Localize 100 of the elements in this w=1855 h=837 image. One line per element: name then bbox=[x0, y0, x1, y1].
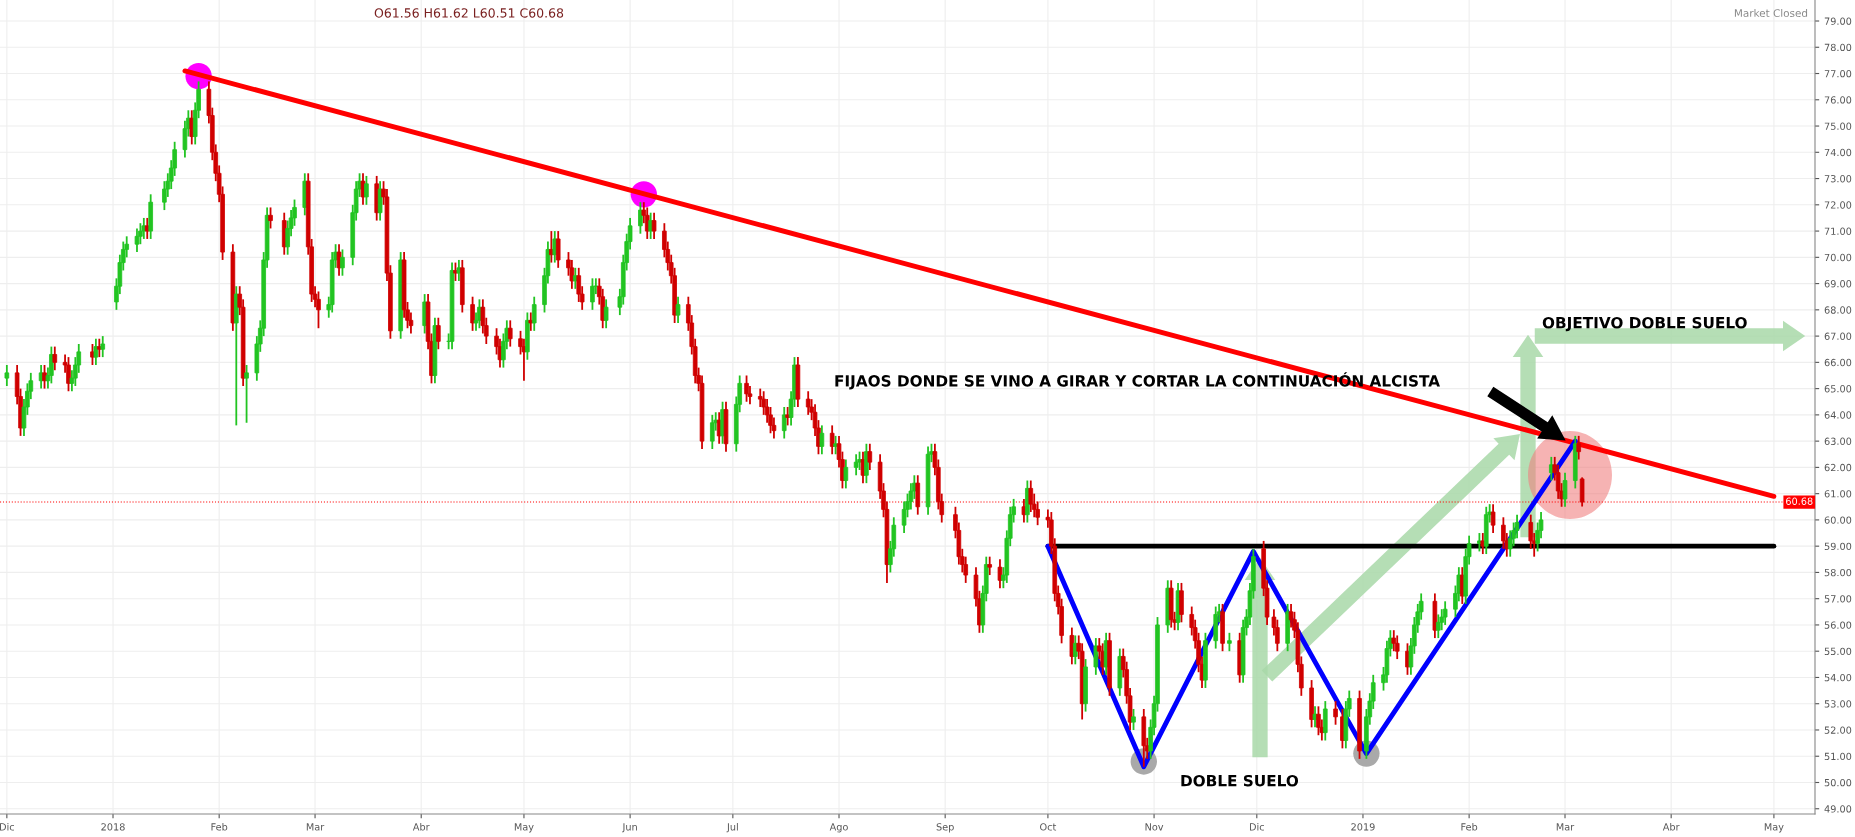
candlestick bbox=[66, 356, 71, 393]
x-tick-label: Mar bbox=[1556, 823, 1575, 831]
y-tick-label: 79.00 bbox=[1824, 17, 1852, 25]
x-tick-label: Ago bbox=[829, 823, 848, 833]
annotation: O61.56 H61.62 L60.51 C60.68 bbox=[374, 8, 564, 18]
candlestick bbox=[987, 555, 992, 576]
y-tick-label: 57.00 bbox=[1824, 595, 1852, 603]
annotation: DOBLE SUELO bbox=[1181, 774, 1299, 787]
candlestick bbox=[316, 290, 321, 330]
candlestick bbox=[555, 230, 561, 269]
candlestick bbox=[528, 311, 534, 332]
candlestick bbox=[648, 211, 653, 240]
candlestick bbox=[603, 298, 609, 330]
candlestick bbox=[785, 406, 790, 427]
x-tick-label: 2018 bbox=[101, 823, 125, 831]
candlestick bbox=[470, 295, 475, 332]
annotation: Market Closed bbox=[1734, 8, 1808, 18]
x-tick-label: Jun bbox=[622, 823, 637, 833]
y-tick-label: 59.00 bbox=[1824, 542, 1852, 550]
candlestick bbox=[867, 442, 873, 471]
candlestick bbox=[1333, 700, 1338, 726]
candlestick bbox=[1179, 582, 1184, 624]
candlestick bbox=[1394, 634, 1400, 660]
y-tick-label: 76.00 bbox=[1824, 96, 1852, 104]
x-tick-label: Feb bbox=[1461, 823, 1478, 831]
candlestick bbox=[1442, 600, 1448, 626]
y-tick-label: 74.00 bbox=[1824, 148, 1852, 157]
x-tick-label: Nov bbox=[1145, 823, 1164, 831]
x-tick-label: Dic bbox=[1249, 823, 1264, 831]
candlestick bbox=[1316, 705, 1321, 737]
y-tick-label: 53.00 bbox=[1824, 700, 1852, 708]
x-tick-label: May bbox=[1764, 823, 1784, 833]
candlestick bbox=[4, 364, 10, 387]
candlestick bbox=[590, 277, 595, 311]
candlestick bbox=[268, 206, 273, 230]
x-tick-label: Jul bbox=[726, 823, 738, 833]
annotation: OBJETIVO DOBLE SUELO bbox=[1542, 316, 1747, 332]
x-tick-label: Sep bbox=[936, 823, 954, 833]
y-tick-label: 64.00 bbox=[1824, 411, 1852, 419]
y-tick-label: 56.00 bbox=[1824, 621, 1852, 629]
y-tick-label: 71.00 bbox=[1824, 227, 1852, 235]
y-tick-label: 78.00 bbox=[1824, 43, 1852, 52]
candlestick bbox=[436, 316, 441, 351]
y-tick-label: 61.00 bbox=[1824, 490, 1852, 498]
candlestick bbox=[675, 295, 681, 324]
candlestick bbox=[805, 390, 811, 416]
candlestick bbox=[864, 442, 869, 485]
y-tick-label: 68.00 bbox=[1824, 306, 1852, 314]
candlestick bbox=[134, 227, 140, 253]
y-tick-label: 63.00 bbox=[1824, 437, 1852, 445]
y-tick-label: 54.00 bbox=[1824, 673, 1852, 682]
y-tick-label: 72.00 bbox=[1824, 201, 1852, 209]
y-tick-label: 69.00 bbox=[1824, 280, 1852, 288]
y-tick-label: 51.00 bbox=[1824, 752, 1852, 761]
candlestick bbox=[1227, 631, 1232, 653]
candlestick bbox=[853, 453, 859, 477]
candlestick bbox=[1028, 479, 1034, 513]
x-tick-label: May bbox=[514, 823, 534, 833]
candlestick bbox=[1021, 497, 1027, 524]
x-tick-label: Feb bbox=[211, 823, 228, 831]
candlestick bbox=[781, 406, 787, 440]
y-tick-label: 55.00 bbox=[1824, 647, 1852, 656]
x-tick-label: 2019 bbox=[1351, 823, 1375, 831]
y-tick-label: 77.00 bbox=[1824, 70, 1852, 78]
x-tick-label: Dic bbox=[0, 823, 15, 831]
candlestick bbox=[915, 474, 921, 516]
candlestick bbox=[49, 345, 54, 385]
ref-line-label: 60.68 bbox=[1786, 497, 1813, 505]
candlestick bbox=[340, 248, 345, 277]
y-tick-label: 65.00 bbox=[1824, 385, 1852, 393]
x-tick-label: Abr bbox=[1662, 823, 1680, 831]
x-tick-label: Mar bbox=[306, 823, 325, 831]
y-tick-label: 62.00 bbox=[1824, 463, 1852, 472]
candlestick bbox=[244, 364, 249, 424]
y-tick-label: 66.00 bbox=[1824, 358, 1852, 367]
y-tick-label: 52.00 bbox=[1824, 726, 1852, 734]
y-tick-label: 58.00 bbox=[1824, 568, 1852, 577]
y-tick-label: 70.00 bbox=[1824, 253, 1852, 262]
y-tick-label: 50.00 bbox=[1824, 778, 1852, 787]
candlestick bbox=[1131, 708, 1136, 731]
candlestick bbox=[1579, 476, 1585, 508]
candlestick bbox=[364, 175, 369, 206]
candlestick bbox=[638, 201, 643, 235]
candlestick bbox=[100, 335, 106, 359]
candlestick bbox=[1576, 434, 1582, 461]
y-tick-label: 75.00 bbox=[1824, 122, 1852, 130]
candlestick bbox=[710, 413, 715, 450]
x-tick-label: Abr bbox=[412, 823, 430, 831]
y-tick-label: 49.00 bbox=[1824, 805, 1852, 813]
candlestick bbox=[1069, 626, 1075, 666]
candlestick bbox=[1436, 613, 1441, 639]
y-tick-label: 60.00 bbox=[1824, 516, 1852, 524]
candlestick bbox=[52, 345, 58, 372]
x-tick-label: Oct bbox=[1040, 823, 1057, 831]
y-tick-label: 67.00 bbox=[1824, 332, 1852, 340]
candlestick bbox=[744, 374, 749, 403]
candlestick bbox=[507, 319, 513, 348]
y-tick-label: 73.00 bbox=[1824, 175, 1852, 183]
candlestick bbox=[819, 424, 825, 456]
candlestick bbox=[843, 458, 849, 490]
